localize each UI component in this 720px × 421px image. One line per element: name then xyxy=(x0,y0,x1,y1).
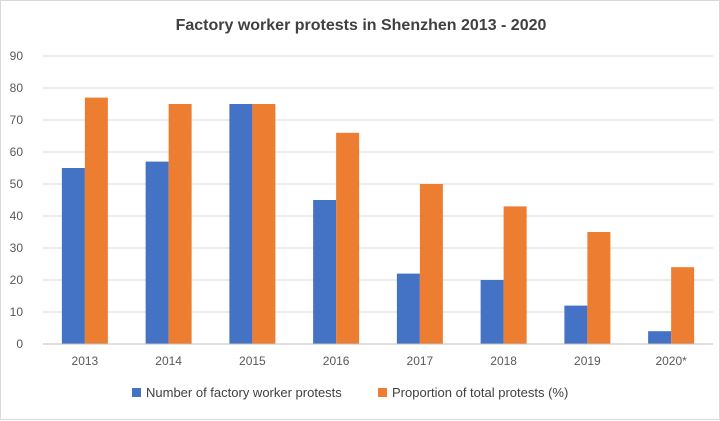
legend-label-1: Number of factory worker protests xyxy=(146,385,342,400)
x-tick-label: 2014 xyxy=(155,354,182,368)
bar-series-2-2017 xyxy=(420,184,443,344)
x-tick-label: 2013 xyxy=(72,354,99,368)
y-tick-label: 20 xyxy=(10,273,24,287)
y-tick-label: 50 xyxy=(10,177,24,191)
bar-series-2-2014 xyxy=(169,104,192,344)
bar-series-2-2015 xyxy=(252,104,275,344)
bar-series-2-2016 xyxy=(336,133,359,344)
y-tick-label: 0 xyxy=(16,337,23,351)
y-axis-ticks: 0 10 20 30 40 50 60 70 80 90 xyxy=(10,49,24,351)
bar-series-1-2018 xyxy=(481,280,504,344)
y-tick-label: 80 xyxy=(10,81,24,95)
bar-series-2-2020* xyxy=(671,267,694,344)
bar-series-2-2018 xyxy=(504,206,527,344)
x-tick-label: 2016 xyxy=(323,354,350,368)
x-tick-label: 2018 xyxy=(490,354,517,368)
gridlines xyxy=(43,56,713,312)
x-tick-label: 2020* xyxy=(655,354,687,368)
y-tick-label: 90 xyxy=(10,49,24,63)
bar-series-1-2019 xyxy=(564,306,587,344)
bar-chart: Factory worker protests in Shenzhen 2013… xyxy=(1,1,720,421)
bar-series-1-2016 xyxy=(313,200,336,344)
legend-swatch-1 xyxy=(132,388,141,397)
legend: Number of factory worker protests Proport… xyxy=(132,385,568,400)
y-tick-label: 30 xyxy=(10,241,24,255)
legend-label-2: Proportion of total protests (%) xyxy=(392,385,568,400)
y-tick-label: 70 xyxy=(10,113,24,127)
bar-series-1-2014 xyxy=(146,162,169,344)
bar-series-1-2020* xyxy=(648,331,671,344)
x-tick-label: 2019 xyxy=(574,354,601,368)
bar-series-1-2013 xyxy=(62,168,85,344)
x-axis-ticks: 2013 2014 2015 2016 2017 2018 2019 2020* xyxy=(72,354,688,368)
chart-frame: Factory worker protests in Shenzhen 2013… xyxy=(0,0,720,420)
bars xyxy=(62,98,694,344)
x-tick-label: 2015 xyxy=(239,354,266,368)
bar-series-1-2017 xyxy=(397,274,420,344)
x-tick-label: 2017 xyxy=(407,354,434,368)
y-tick-label: 10 xyxy=(10,305,24,319)
y-tick-label: 40 xyxy=(10,209,24,223)
chart-title: Factory worker protests in Shenzhen 2013… xyxy=(176,17,547,34)
bar-series-2-2013 xyxy=(85,98,108,344)
legend-swatch-2 xyxy=(378,388,387,397)
bar-series-2-2019 xyxy=(587,232,610,344)
bar-series-1-2015 xyxy=(229,104,252,344)
y-tick-label: 60 xyxy=(10,145,24,159)
